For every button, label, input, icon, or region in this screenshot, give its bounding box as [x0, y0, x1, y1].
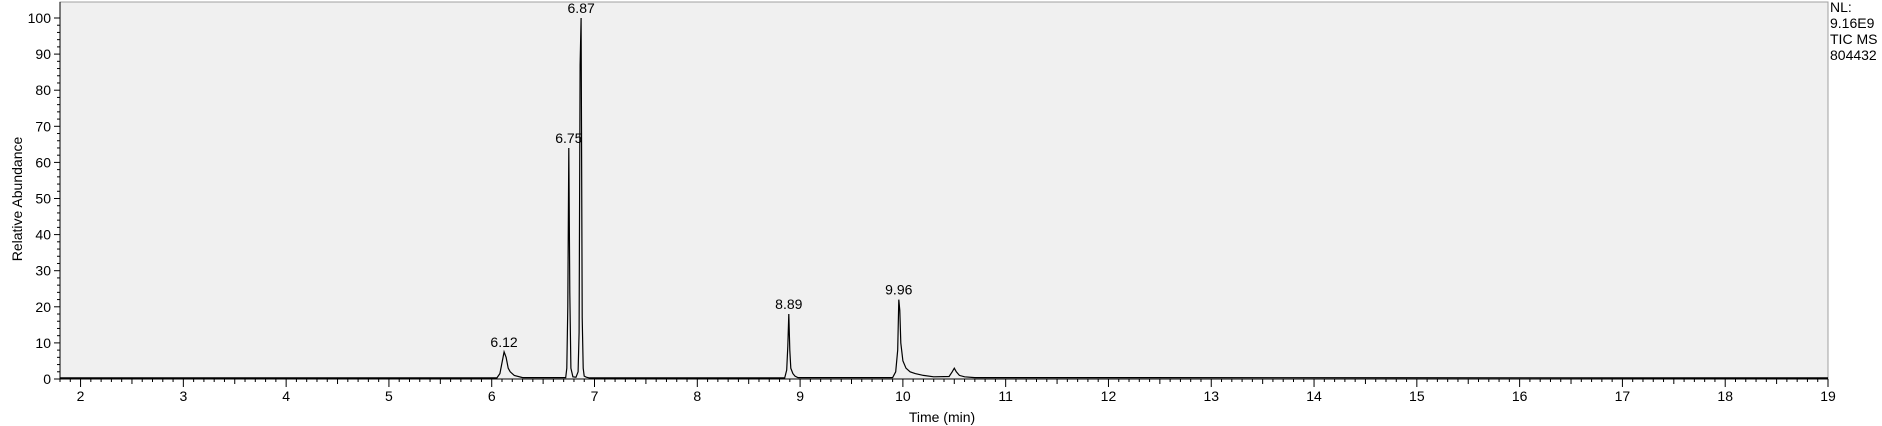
info-text-line: 804432 [1830, 47, 1877, 63]
x-tick-label: 6 [488, 388, 496, 404]
x-tick-label: 10 [895, 388, 911, 404]
y-tick-label: 80 [35, 82, 51, 98]
peak-label: 6.75 [555, 130, 582, 146]
x-tick-label: 14 [1306, 388, 1322, 404]
y-tick-label: 10 [35, 335, 51, 351]
x-tick-label: 3 [179, 388, 187, 404]
x-tick-label: 4 [282, 388, 290, 404]
peak-label: 6.87 [568, 0, 595, 16]
x-tick-label: 13 [1203, 388, 1219, 404]
peak-label: 6.12 [490, 334, 517, 350]
x-tick-label: 16 [1512, 388, 1528, 404]
x-tick-label: 2 [77, 388, 85, 404]
y-tick-label: 0 [43, 371, 51, 387]
y-tick-label: 100 [28, 10, 52, 26]
x-tick-label: 18 [1717, 388, 1733, 404]
tic-trace-line [60, 17, 1829, 379]
plot-area [59, 1, 1829, 380]
info-text-line: NL: [1830, 0, 1852, 15]
x-tick-label: 8 [693, 388, 701, 404]
info-text-line: 9.16E9 [1830, 15, 1875, 31]
x-tick-label: 9 [796, 388, 804, 404]
y-axis-title: Relative Abundance [9, 137, 25, 262]
x-tick-label: 17 [1615, 388, 1631, 404]
y-tick-label: 20 [35, 299, 51, 315]
y-tick-label: 30 [35, 263, 51, 279]
x-tick-label: 7 [591, 388, 599, 404]
x-tick-label: 5 [385, 388, 393, 404]
x-tick-label: 19 [1820, 388, 1836, 404]
y-tick-label: 40 [35, 227, 51, 243]
y-tick-label: 50 [35, 191, 51, 207]
x-tick-label: 11 [998, 388, 1013, 404]
x-axis-title: Time (min) [909, 409, 975, 425]
y-tick-label: 90 [35, 46, 51, 62]
info-text-line: TIC MS [1830, 31, 1877, 47]
peak-label: 9.96 [885, 282, 912, 298]
x-tick-label: 15 [1409, 388, 1425, 404]
y-tick-label: 70 [35, 118, 51, 134]
y-tick-label: 60 [35, 154, 51, 170]
x-tick-label: 12 [1101, 388, 1117, 404]
peak-label: 8.89 [775, 296, 802, 312]
